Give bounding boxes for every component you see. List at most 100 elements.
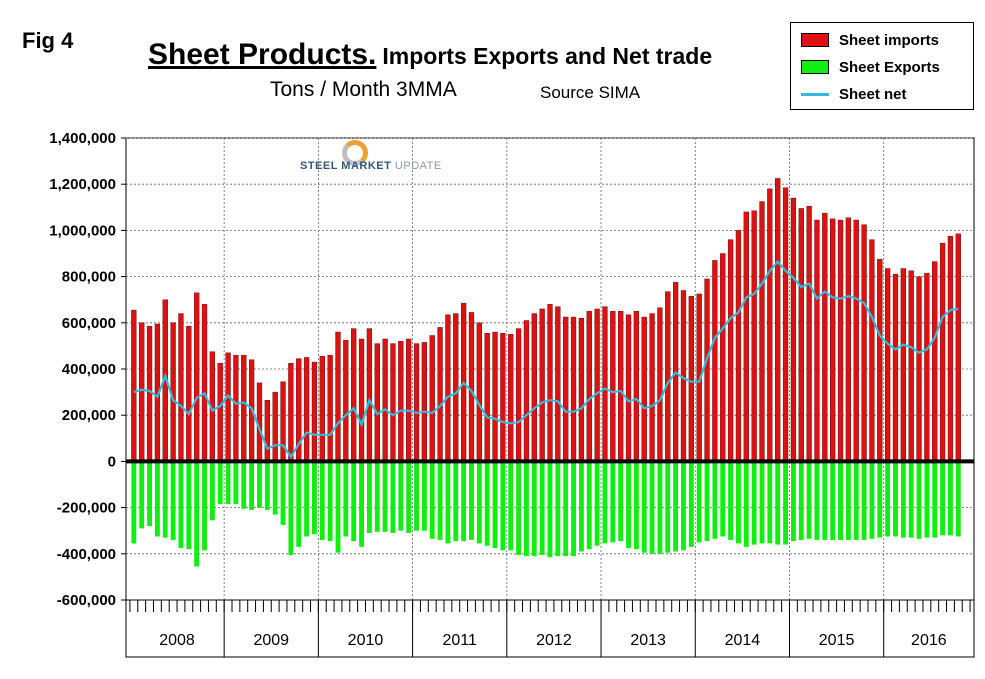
bar-export [767, 461, 773, 544]
bar-export [225, 461, 231, 505]
bar-import [194, 292, 200, 462]
bar-export [822, 461, 828, 540]
y-tick-label: 1,000,000 [49, 222, 116, 239]
bar-import [303, 357, 310, 462]
bar-import [358, 338, 365, 462]
bar-export [940, 461, 946, 536]
bar-export [272, 461, 278, 515]
bar-export [233, 461, 239, 505]
bar-import [806, 205, 812, 462]
bar-import [578, 317, 585, 462]
bar-export [147, 461, 152, 527]
bar-export [351, 461, 357, 542]
bar-import [547, 304, 553, 462]
bar-export [806, 461, 812, 539]
x-year-label: 2016 [911, 632, 947, 649]
bar-export [932, 461, 938, 538]
bar-import [374, 343, 380, 462]
bar-export [688, 461, 694, 547]
bar-export [900, 461, 906, 538]
bar-import [563, 316, 569, 462]
bar-export [202, 461, 207, 551]
bar-export [469, 461, 474, 540]
x-year-label: 2011 [443, 632, 478, 649]
x-year-label: 2009 [253, 632, 289, 649]
bar-import [822, 212, 828, 462]
bar-import [665, 291, 671, 462]
bar-import [515, 328, 522, 462]
bar-import [445, 314, 451, 462]
bar-export [563, 461, 569, 557]
bar-export [798, 461, 804, 540]
bar-export [696, 461, 702, 543]
x-year-label: 2012 [536, 632, 572, 649]
bar-export [508, 461, 514, 551]
bar-import [610, 311, 616, 462]
bar-import [327, 354, 333, 462]
bar-import [311, 361, 318, 462]
bar-import [916, 276, 922, 462]
bar-export [539, 461, 545, 555]
bar-export [845, 461, 851, 540]
bar-export [712, 461, 718, 539]
bar-export [335, 461, 341, 553]
bar-export [736, 461, 741, 544]
bar-import [201, 304, 208, 462]
bar-import [900, 268, 906, 462]
bar-export [453, 461, 459, 542]
bar-export [775, 461, 781, 545]
bar-export [720, 461, 726, 537]
bar-import [264, 399, 270, 462]
bar-export [665, 461, 671, 553]
y-tick-label: 0 [108, 453, 116, 470]
bar-export [626, 461, 631, 549]
bar-export [257, 461, 262, 508]
bar-export [461, 461, 467, 542]
bar-export [838, 461, 843, 540]
x-year-label: 2015 [819, 632, 855, 649]
bar-export [877, 461, 883, 538]
bar-import [853, 219, 859, 462]
bar-export [594, 461, 600, 546]
x-year-label: 2010 [348, 632, 384, 649]
bar-import [406, 338, 412, 462]
bar-export [217, 461, 223, 505]
bar-export [948, 461, 953, 536]
bar-export [178, 461, 184, 549]
bar-export [728, 461, 734, 540]
chart-source: Source SIMA [540, 83, 641, 102]
bar-export [445, 461, 451, 544]
legend-swatch-imports [801, 33, 829, 47]
bar-import [241, 354, 247, 462]
bar-import [947, 235, 954, 462]
bar-export [743, 461, 749, 547]
bar-export [476, 461, 482, 544]
bar-export [869, 461, 875, 539]
bar-export [885, 461, 891, 537]
bar-import [366, 328, 373, 462]
chart-title-main: Sheet Products. [148, 38, 377, 71]
bar-export [429, 461, 435, 539]
bar-import [720, 253, 726, 462]
bar-export [154, 461, 160, 537]
logo-text: STEEL MARKET UPDATE [300, 160, 442, 172]
bar-export [170, 461, 176, 540]
bar-import [531, 313, 537, 462]
bar-import [429, 335, 435, 462]
y-tick-label: -400,000 [57, 546, 116, 563]
bar-export [139, 461, 145, 529]
bar-export [547, 461, 553, 558]
bar-import [413, 343, 420, 462]
bar-import [468, 312, 475, 462]
bar-import [382, 338, 388, 462]
bar-import [751, 210, 757, 462]
bar-export [484, 461, 490, 546]
bar-export [304, 461, 310, 537]
bar-import [186, 326, 192, 462]
bar-import [727, 239, 734, 462]
bar-import [594, 308, 600, 462]
bar-import [908, 270, 914, 462]
bar-export [366, 461, 372, 534]
bar-import [217, 363, 223, 462]
